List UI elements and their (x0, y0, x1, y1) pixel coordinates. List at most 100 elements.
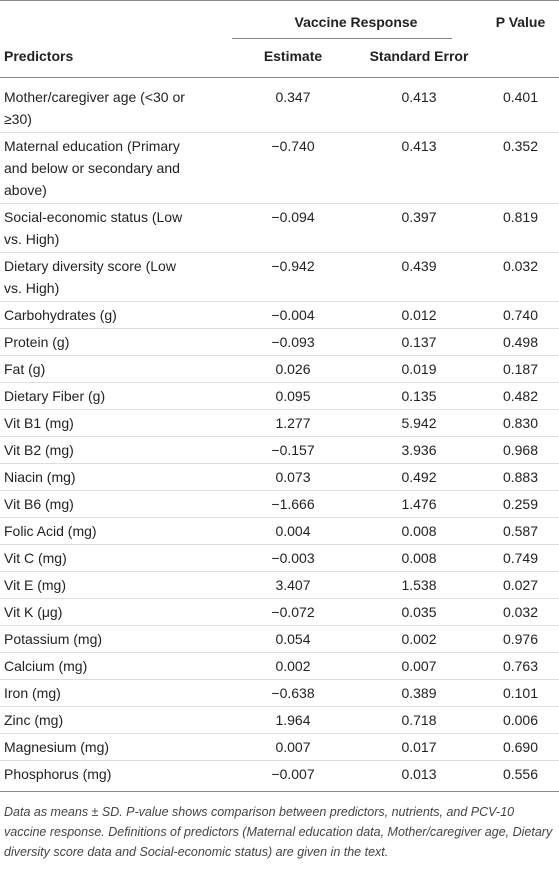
p-value-cell: 0.690 (482, 733, 559, 761)
predictor-cell: Iron (mg) (0, 679, 230, 707)
table-row: Social-economic status (Low vs. High) −0.… (0, 203, 559, 253)
table-row: Carbohydrates (g) −0.004 0.012 0.740 (0, 301, 559, 329)
estimate-cell: 0.026 (230, 355, 356, 383)
predictor-cell: Social-economic status (Low vs. High) (0, 203, 230, 253)
table-row: Vit K (μg) −0.072 0.035 0.032 (0, 598, 559, 626)
p-value-cell: 0.482 (482, 382, 559, 410)
predictor-cell: Vit K (μg) (0, 598, 230, 626)
standard-error-cell: 0.492 (356, 463, 482, 491)
p-value-cell: 0.027 (482, 571, 559, 599)
standard-error-cell: 0.413 (356, 77, 482, 133)
p-value-cell: 0.968 (482, 436, 559, 464)
predictor-cell: Fat (g) (0, 355, 230, 383)
estimate-cell: −0.740 (230, 132, 356, 204)
standard-error-cell: 0.413 (356, 132, 482, 204)
estimate-cell: 0.002 (230, 652, 356, 680)
group-header: Vaccine Response (230, 1, 482, 40)
estimate-cell: −0.004 (230, 301, 356, 329)
p-value-cell: 0.740 (482, 301, 559, 329)
table-row: Vit B2 (mg) −0.157 3.936 0.968 (0, 436, 559, 464)
p-value-cell: 0.749 (482, 544, 559, 572)
standard-error-cell: 0.389 (356, 679, 482, 707)
table-row: Calcium (mg) 0.002 0.007 0.763 (0, 652, 559, 680)
standard-error-cell: 0.017 (356, 733, 482, 761)
table-row: Fat (g) 0.026 0.019 0.187 (0, 355, 559, 383)
predictor-cell: Maternal education (Primary and below or… (0, 132, 230, 204)
p-value-cell: 0.587 (482, 517, 559, 545)
standard-error-cell: 1.476 (356, 490, 482, 518)
predictor-cell: Phosphorus (mg) (0, 760, 230, 792)
table-row: Zinc (mg) 1.964 0.718 0.006 (0, 706, 559, 734)
column-header: Predictors (0, 39, 230, 78)
standard-error-cell: 0.019 (356, 355, 482, 383)
estimate-cell: 0.095 (230, 382, 356, 410)
estimate-cell: 3.407 (230, 571, 356, 599)
table-row: Protein (g) −0.093 0.137 0.498 (0, 328, 559, 356)
table-row: Vit C (mg) −0.003 0.008 0.749 (0, 544, 559, 572)
predictor-cell: Vit B6 (mg) (0, 490, 230, 518)
predictor-cell: Protein (g) (0, 328, 230, 356)
table-row: Vit B6 (mg) −1.666 1.476 0.259 (0, 490, 559, 518)
table-row: Potassium (mg) 0.054 0.002 0.976 (0, 625, 559, 653)
estimate-cell: 0.073 (230, 463, 356, 491)
table-row: Vit E (mg) 3.407 1.538 0.027 (0, 571, 559, 599)
column-header: Estimate (230, 39, 356, 78)
table-row: Iron (mg) −0.638 0.389 0.101 (0, 679, 559, 707)
blank-header (482, 39, 559, 78)
estimate-cell: 0.004 (230, 517, 356, 545)
p-value-cell: 0.883 (482, 463, 559, 491)
p-value-cell: 0.101 (482, 679, 559, 707)
p-value-cell: 0.819 (482, 203, 559, 253)
standard-error-cell: 0.008 (356, 517, 482, 545)
standard-error-cell: 0.397 (356, 203, 482, 253)
standard-error-cell: 3.936 (356, 436, 482, 464)
table-row: Niacin (mg) 0.073 0.492 0.883 (0, 463, 559, 491)
table-row: Magnesium (mg) 0.007 0.017 0.690 (0, 733, 559, 761)
p-value-cell: 0.556 (482, 760, 559, 792)
predictor-cell: Potassium (mg) (0, 625, 230, 653)
p-value-cell: 0.352 (482, 132, 559, 204)
estimate-cell: 1.277 (230, 409, 356, 437)
predictor-cell: Dietary diversity score (Low vs. High) (0, 252, 230, 302)
standard-error-cell: 0.007 (356, 652, 482, 680)
predictor-cell: Vit B2 (mg) (0, 436, 230, 464)
p-value-cell: 0.401 (482, 77, 559, 133)
standard-error-cell: 0.137 (356, 328, 482, 356)
predictor-cell: Dietary Fiber (g) (0, 382, 230, 410)
estimate-cell: −0.007 (230, 760, 356, 792)
table-row: Vit B1 (mg) 1.277 5.942 0.830 (0, 409, 559, 437)
p-value-cell: 0.259 (482, 490, 559, 518)
estimate-cell: −0.093 (230, 328, 356, 356)
table-row: Maternal education (Primary and below or… (0, 132, 559, 204)
estimate-cell: 0.054 (230, 625, 356, 653)
predictor-cell: Carbohydrates (g) (0, 301, 230, 329)
estimate-cell: 0.347 (230, 77, 356, 133)
estimate-cell: −0.638 (230, 679, 356, 707)
p-value-cell: 0.763 (482, 652, 559, 680)
p-value-cell: 0.976 (482, 625, 559, 653)
table-row: Phosphorus (mg) −0.007 0.013 0.556 (0, 760, 559, 792)
predictor-cell: Folic Acid (mg) (0, 517, 230, 545)
predictor-cell: Niacin (mg) (0, 463, 230, 491)
estimate-cell: −0.072 (230, 598, 356, 626)
estimate-cell: −1.666 (230, 490, 356, 518)
estimate-cell: 0.007 (230, 733, 356, 761)
standard-error-cell: 0.012 (356, 301, 482, 329)
standard-error-cell: 0.002 (356, 625, 482, 653)
estimate-cell: −0.094 (230, 203, 356, 253)
blank-header (0, 1, 230, 40)
data-table: Vaccine Response P Value Predictors Esti… (0, 0, 559, 792)
column-header: Standard Error (356, 39, 482, 78)
footnote: Data as means ± SD. P-value shows compar… (4, 805, 553, 859)
table-body: Mother/caregiver age (<30 or ≥30) 0.347 0.… (0, 77, 559, 792)
table-row: Mother/caregiver age (<30 or ≥30) 0.347 0.… (0, 77, 559, 133)
estimate-cell: −0.942 (230, 252, 356, 302)
predictor-cell: Mother/caregiver age (<30 or ≥30) (0, 77, 230, 133)
predictor-cell: Zinc (mg) (0, 706, 230, 734)
predictor-cell: Vit C (mg) (0, 544, 230, 572)
table-row: Dietary Fiber (g) 0.095 0.135 0.482 (0, 382, 559, 410)
standard-error-cell: 0.008 (356, 544, 482, 572)
standard-error-cell: 1.538 (356, 571, 482, 599)
estimate-cell: 1.964 (230, 706, 356, 734)
